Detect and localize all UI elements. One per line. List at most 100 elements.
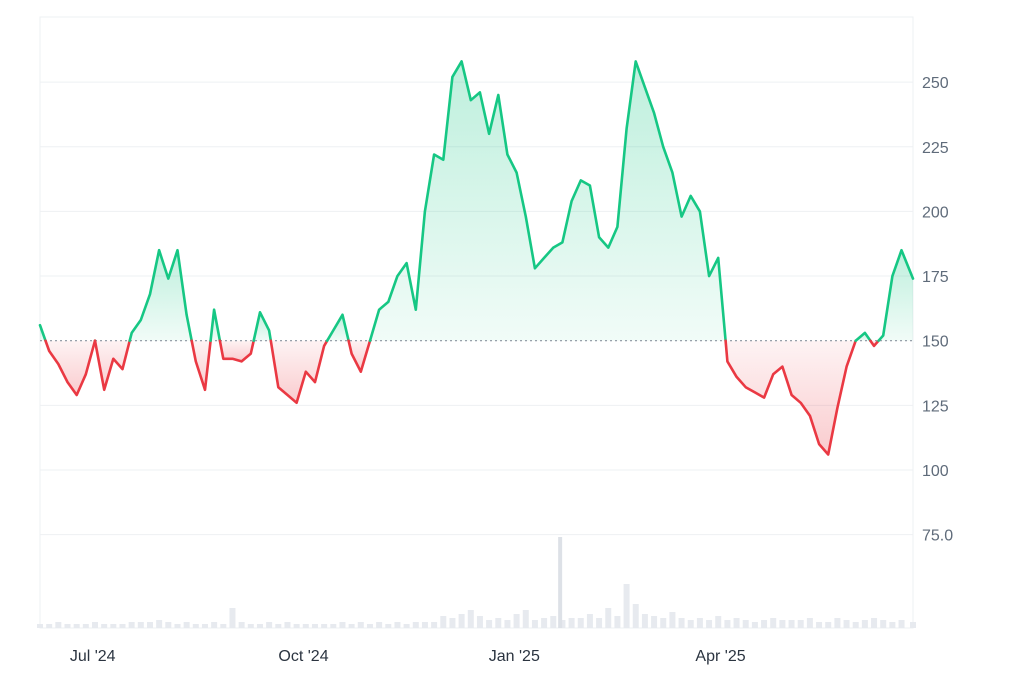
volume-bar	[284, 622, 291, 628]
volume-bar	[504, 620, 511, 628]
volume-bar	[458, 614, 465, 628]
volume-bar	[119, 624, 126, 628]
price-line-above	[38, 323, 47, 342]
volume-bar	[788, 620, 795, 628]
price-line-below	[269, 339, 329, 405]
area-below-baseline	[725, 340, 856, 455]
volume-bar	[724, 620, 731, 628]
volume-bar	[247, 624, 254, 628]
area-below-baseline	[348, 340, 370, 372]
price-line-above	[128, 248, 193, 342]
volume-bar	[486, 620, 493, 628]
volume-bar	[73, 624, 80, 628]
area-above-baseline	[129, 250, 192, 341]
x-tick-label: Jul '24	[70, 648, 116, 665]
price-line-above	[325, 313, 350, 342]
y-axis-ticks: 250 225 200 175 150 125 100 75.0	[922, 75, 953, 545]
volume-bar	[779, 620, 786, 628]
price-line-below	[724, 339, 857, 456]
volume-bar	[531, 620, 538, 628]
area-above-baseline	[370, 61, 726, 341]
volume-bar	[394, 622, 401, 628]
volume-bar	[357, 622, 364, 628]
price-line-above	[252, 311, 273, 342]
volume-bar	[211, 622, 218, 628]
volume-bar	[770, 618, 777, 628]
volume-bar	[165, 622, 172, 628]
area-fills	[40, 61, 913, 455]
volume-bar	[871, 618, 878, 628]
y-tick-label: 125	[922, 398, 949, 415]
volume-bar	[101, 624, 108, 628]
volume-bar	[797, 620, 804, 628]
volume-bar	[742, 620, 749, 628]
volume-bar	[229, 608, 236, 628]
volume-bar	[861, 620, 868, 628]
volume-bar	[614, 616, 621, 628]
volume-bar	[266, 622, 273, 628]
price-line-above	[368, 60, 727, 342]
price-line-above	[877, 248, 915, 342]
volume-bar	[339, 622, 346, 628]
volume-bar	[293, 624, 300, 628]
price-line-below	[218, 339, 255, 363]
volume-bar	[449, 618, 456, 628]
volume-bar	[275, 624, 282, 628]
volume-bar	[706, 620, 713, 628]
volume-bar	[605, 608, 612, 628]
volume-bar	[641, 614, 648, 628]
volume-bar	[632, 604, 639, 628]
volume-bar	[64, 624, 71, 628]
price-line-below	[347, 339, 372, 373]
volume-bar	[421, 622, 428, 628]
y-tick-label: 200	[922, 204, 949, 221]
volume-bar	[82, 624, 89, 628]
volume-bar	[522, 610, 529, 628]
volume-bar	[431, 622, 438, 628]
volume-bar	[834, 618, 841, 628]
volume-bar	[192, 624, 199, 628]
volume-bar	[403, 624, 410, 628]
volume-bar	[201, 624, 208, 628]
volume-bar	[558, 537, 563, 628]
volume-bar	[651, 616, 658, 628]
area-below-baseline	[219, 340, 254, 362]
volume-bar	[495, 618, 502, 628]
volume-bar	[623, 584, 630, 628]
volume-bar	[761, 620, 768, 628]
volume-bar	[843, 620, 850, 628]
volume-bar	[174, 624, 181, 628]
volume-bar	[128, 622, 135, 628]
volume-bar	[586, 614, 593, 628]
y-tick-label: 150	[922, 334, 949, 351]
volume-bar	[696, 618, 703, 628]
volume-bar	[156, 620, 163, 628]
price-line-below	[190, 339, 212, 392]
volume-bar	[660, 618, 667, 628]
volume-bar	[220, 624, 227, 628]
y-tick-label: 250	[922, 75, 949, 92]
y-tick-label: 175	[922, 269, 949, 286]
volume-bar	[467, 610, 474, 628]
volume-bar	[852, 622, 859, 628]
volume-bar	[751, 622, 758, 628]
volume-bar	[687, 620, 694, 628]
price-line-below	[44, 339, 97, 397]
volume-bar	[46, 624, 53, 628]
volume-bar	[806, 618, 813, 628]
price-line-above	[854, 331, 872, 342]
price-line-below	[93, 339, 131, 392]
grid	[39, 16, 914, 629]
volume-bars	[37, 537, 916, 628]
volume-bar	[146, 622, 153, 628]
volume-bar	[568, 618, 575, 628]
volume-bar	[137, 622, 144, 628]
volume-bar	[238, 622, 245, 628]
volume-bar	[385, 624, 392, 628]
volume-bar	[302, 624, 309, 628]
volume-bar	[678, 618, 685, 628]
volume-bar	[596, 618, 603, 628]
price-line-below	[869, 339, 880, 348]
volume-bar	[898, 620, 905, 628]
